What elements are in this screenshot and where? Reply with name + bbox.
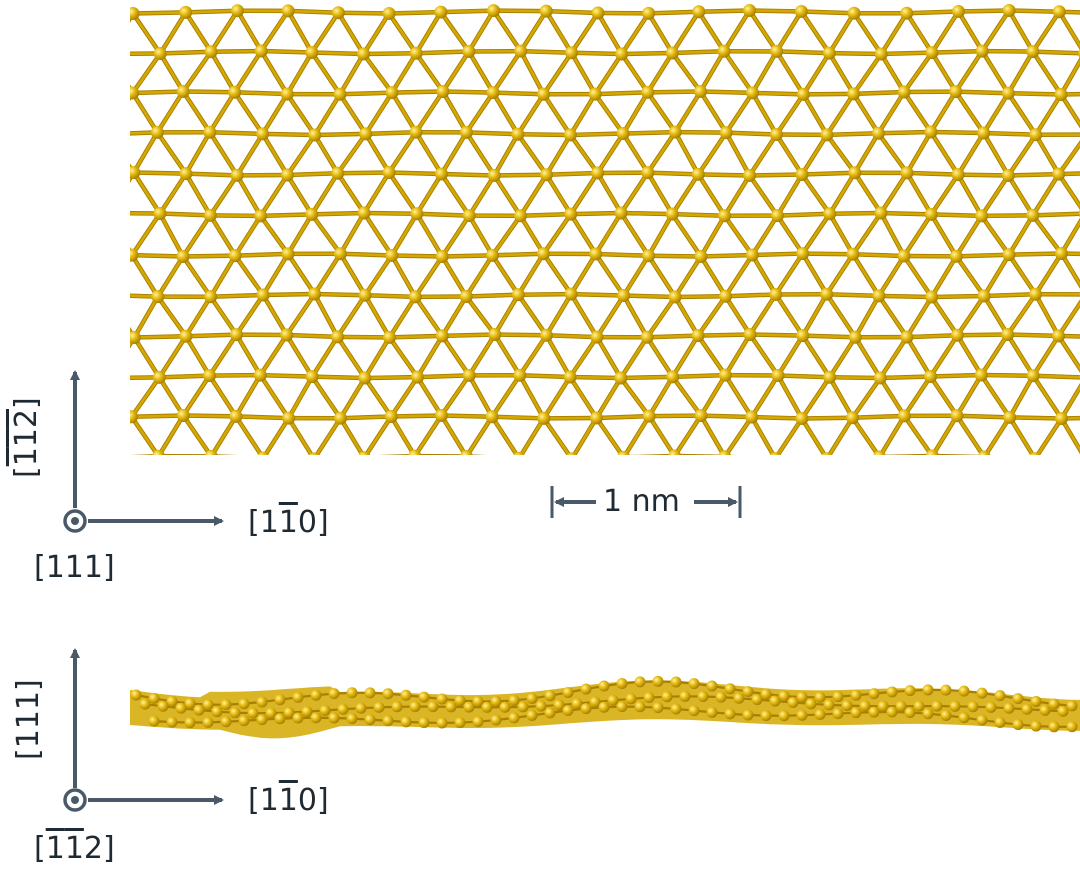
bottom-axis-triad	[65, 650, 222, 810]
scale-bar-label: 1 nm	[603, 487, 680, 517]
top-horizontal-axis-label: [110]	[248, 508, 329, 538]
side-atomic-lattice	[130, 676, 1080, 738]
bottom-vertical-axis-label: [111]	[14, 679, 44, 760]
top-out-of-plane-dot	[71, 517, 79, 525]
top-vertical-axis-label: [112]	[12, 397, 42, 478]
top-atomic-lattice	[74, 4, 1080, 506]
bottom-out-of-plane-label: [112]	[34, 834, 115, 864]
bottom-out-of-plane-dot	[71, 796, 79, 804]
bottom-horizontal-axis-label: [110]	[248, 786, 329, 816]
top-out-of-plane-label: [111]	[34, 553, 115, 583]
